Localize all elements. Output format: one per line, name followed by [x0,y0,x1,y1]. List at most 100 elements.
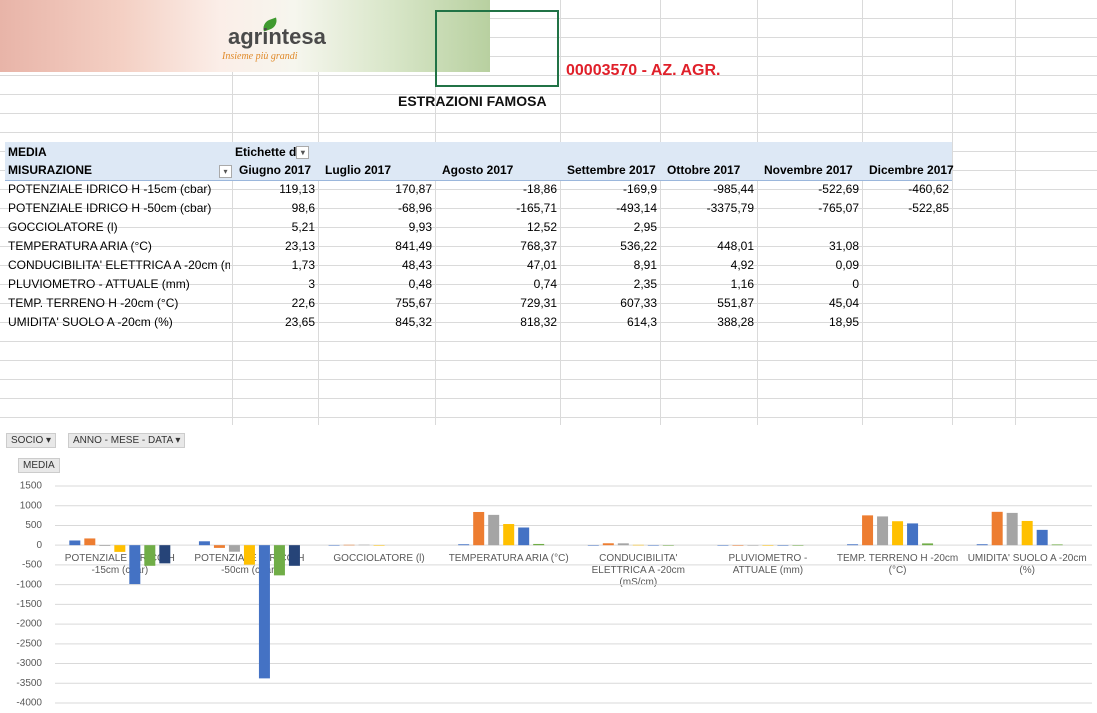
bar [747,545,759,546]
bar [243,545,255,565]
bar [1021,520,1033,546]
bar [602,543,614,546]
pivot-header [5,142,952,181]
value-cell: 48,43 [401,258,432,272]
bar [617,543,629,546]
value-cell: -522,69 [818,182,859,196]
row-label: PLUVIOMETRO - ATTUALE (mm) [8,277,190,291]
value-cell: -985,44 [713,182,754,196]
column-header: Settembre 2017 [567,163,656,177]
row-label: UMIDITA' SUOLO A -20cm (%) [8,315,173,329]
y-tick-label: -4000 [16,698,42,709]
value-cell: 8,91 [633,258,657,272]
bar [213,545,225,548]
value-cell: 12,52 [526,220,557,234]
value-cell: 536,22 [620,239,657,253]
column-line [952,0,953,425]
bar [533,543,545,546]
bar [144,545,156,566]
value-cell: 614,3 [626,315,657,329]
column-header: Giugno 2017 [239,163,312,177]
bar [328,544,340,546]
bar [662,545,674,546]
value-cell: 5,21 [291,220,315,234]
bar [1036,529,1048,546]
bar [792,545,804,546]
bar [373,545,385,546]
value-cell: 755,67 [395,296,432,310]
row-label: TEMP. TERRENO H -20cm (°C) [8,296,179,310]
bar [129,545,141,585]
column-header: Agosto 2017 [442,163,514,177]
logo-tagline: Insieme più grandi [222,51,298,62]
value-cell: 0,48 [408,277,432,291]
column-line [660,0,661,425]
value-cell: 45,04 [828,296,859,310]
y-tick-label: -2500 [16,638,42,649]
column-line [757,0,758,425]
column-line [560,0,561,425]
column-line [232,0,233,425]
bar [99,545,111,546]
value-cell: 2,35 [633,277,657,291]
bar [777,545,789,546]
bar [632,544,644,546]
column-header: Dicembre 2017 [869,163,954,177]
y-tick-label: 0 [36,540,42,551]
bar [732,545,744,546]
x-tick-label: TEMP. TERRENO H -20cm (°C) [836,553,959,577]
value-cell: 22,6 [291,296,315,310]
bar [343,544,355,546]
bar [922,543,934,546]
row-label: GOCCIOLATORE (l) [8,220,118,234]
bar [847,544,859,546]
column-line [318,0,319,425]
value-cell: -522,85 [908,201,949,215]
value-cell: -765,07 [818,201,859,215]
y-tick-label: -1500 [16,599,42,610]
value-cell: -169,9 [622,182,657,196]
y-tick-label: 500 [25,520,42,531]
column-header: Novembre 2017 [764,163,853,177]
filter-dropdown[interactable]: ▾ [296,146,310,160]
value-cell: 845,32 [395,315,432,329]
bar [458,544,470,546]
bar [228,545,240,552]
value-cell: 551,87 [717,296,754,310]
column-line [862,0,863,425]
filter-button[interactable]: SOCIO ▾ [6,433,57,448]
column-line [435,0,436,425]
value-cell: -165,71 [516,201,557,215]
bar [991,511,1003,546]
filter-button[interactable]: ANNO - MESE - DATA ▾ [68,433,186,448]
value-cell: 3 [308,277,315,291]
x-tick-label: POTENZIALE IDRICO H -15cm (cbar) [64,553,175,577]
value-field-button[interactable]: MEDIA [18,458,60,473]
row-label: POTENZIALE IDRICO H -15cm (cbar) [8,182,212,196]
bar [114,545,126,552]
bar [518,527,530,546]
value-cell: 4,92 [730,258,754,272]
value-cell: 23,13 [284,239,315,253]
value-cell: 18,95 [828,315,859,329]
bar [1051,544,1063,546]
value-cell: -18,86 [522,182,557,196]
value-cell: 768,37 [520,239,557,253]
value-cell: 388,28 [717,315,754,329]
value-cell: 0,09 [835,258,859,272]
logo-text: agrintesa [228,24,326,49]
pivot-chart: SOCIO ▾ ANNO - MESE - DATA ▾ MEDIA POTEN… [0,425,1097,713]
y-tick-label: -500 [22,560,42,571]
value-cell: 1,16 [730,277,754,291]
filter-label: ANNO - MESE - DATA [73,435,173,446]
value-cell: 0,74 [533,277,557,291]
value-cell: -68,96 [397,201,432,215]
value-cell: 1,73 [291,258,315,272]
corner-label: MEDIA [8,145,47,159]
y-tick-label: -3500 [16,678,42,689]
filter-dropdown[interactable]: ▾ [219,165,232,178]
row-label: CONDUCIBILITA' ELETTRICA A -20cm (m [8,258,230,272]
filter-label: SOCIO [11,435,44,446]
value-cell: 119,13 [279,182,315,196]
